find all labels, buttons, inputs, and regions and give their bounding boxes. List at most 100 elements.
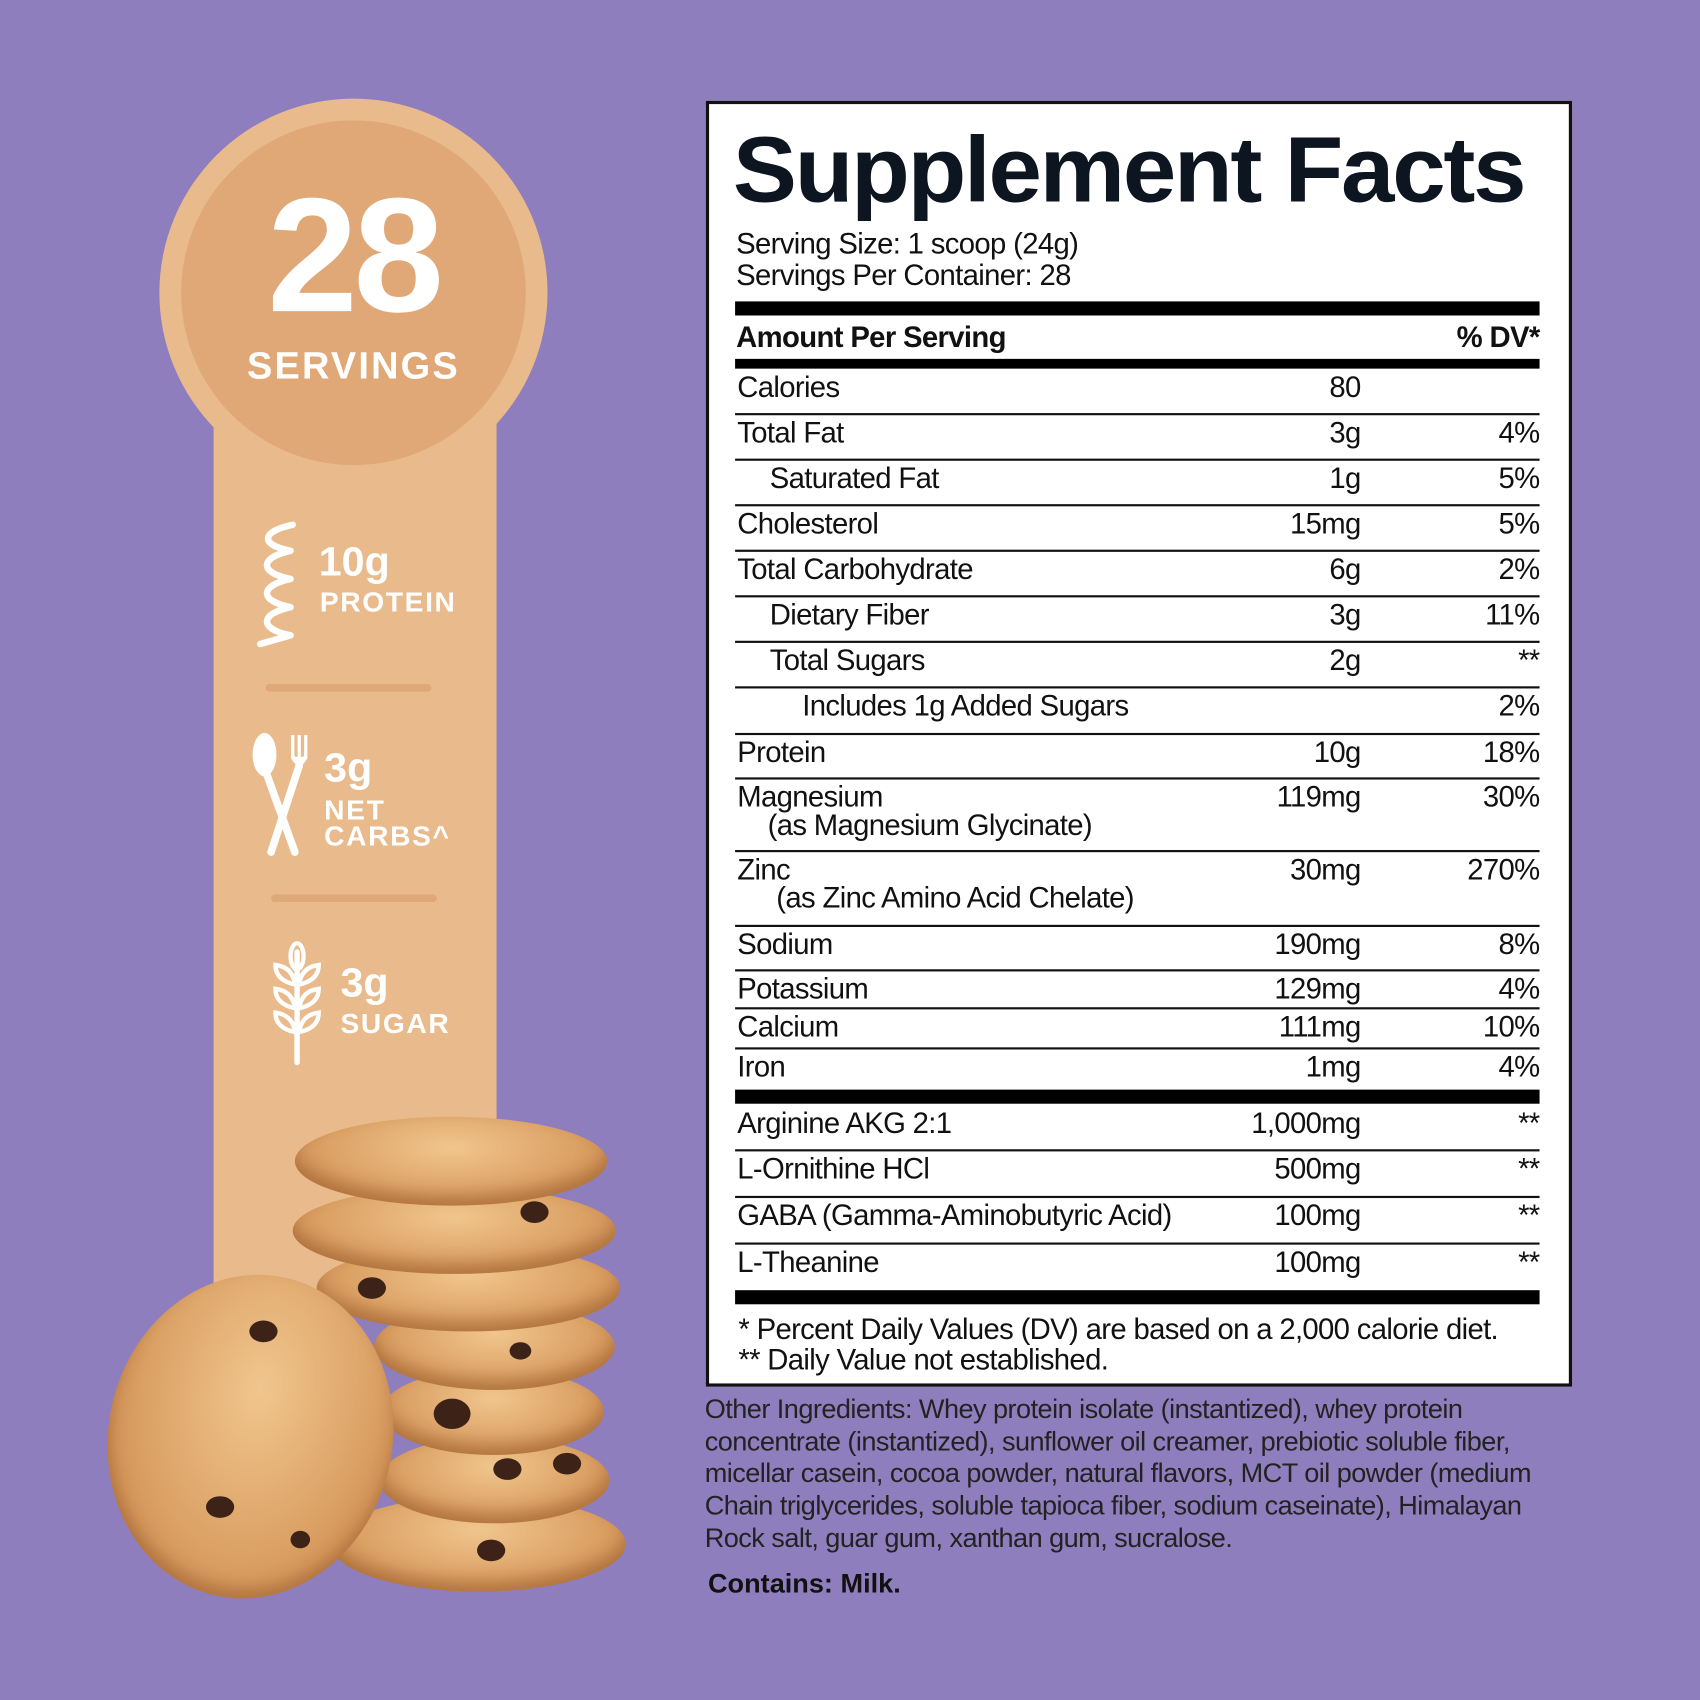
nutrient-name: Sodium (737, 928, 833, 961)
row-divider (735, 1195, 1540, 1199)
nutrient-dv: 30% (1482, 780, 1540, 814)
nutrient-name: Total Sugars (769, 644, 926, 677)
nutrient-name: Total Carbohydrate (737, 552, 973, 586)
facts-row: L-Ornithine HCl 500mg ** (735, 1148, 1540, 1195)
nutrient-name: Iron (737, 1050, 786, 1084)
serving-size: Serving Size: 1 scoop (24g) (736, 227, 1079, 261)
nutrient-dv: 2% (1498, 689, 1541, 723)
nutrient-dv: ** (1518, 1199, 1540, 1232)
nutrient-name: Magnesium (737, 780, 883, 814)
nutrient-amount: 1,000mg (1251, 1106, 1361, 1140)
nutrient-dv: 18% (1482, 736, 1540, 769)
allergen-statement: Contains: Milk. (707, 1568, 901, 1600)
divider (265, 684, 432, 692)
nutrient-dv: 270% (1467, 853, 1540, 886)
nutrient-amount: 30mg (1290, 853, 1361, 886)
row-divider (735, 595, 1540, 598)
servings-number: 28 (267, 163, 444, 346)
nutrient-name: Cholesterol (737, 507, 879, 540)
nutrient-amount: 100mg (1274, 1199, 1361, 1232)
nutrient-name: Calories (737, 370, 840, 404)
row-divider (735, 1047, 1540, 1050)
nutrient-amount: 80 (1329, 370, 1361, 404)
net-carbs-value: 3g (324, 745, 373, 792)
nutrient-dv: 10% (1482, 1010, 1540, 1044)
protein-value: 10g (318, 539, 390, 586)
nutrient-amount: 6g (1329, 552, 1361, 586)
sugar-value: 3g (340, 960, 389, 1007)
facts-row: GABA (Gamma-Aminobutyric Acid) 100mg ** (735, 1195, 1540, 1242)
nutrient-name: Protein (737, 736, 826, 769)
facts-row: L-Theanine 100mg ** (735, 1241, 1540, 1289)
facts-row: Zinc (as Zinc Amino Acid Chelate) 30mg 270% (735, 849, 1540, 924)
nutrient-amount: 10g (1313, 736, 1362, 769)
nutrient-amount: 119mg (1276, 780, 1362, 814)
nutrient-name: Total Fat (737, 416, 844, 449)
row-divider (735, 640, 1540, 643)
nutrient-dv: 5% (1498, 507, 1541, 540)
nutrient-amount: 500mg (1274, 1152, 1361, 1186)
nutrient-dv: 4% (1498, 1050, 1541, 1084)
nutrient-dv: ** (1518, 1245, 1540, 1279)
nutrient-dv: ** (1518, 1106, 1540, 1140)
row-divider (735, 413, 1540, 416)
facts-row: Total Sugars 2g ** (735, 640, 1540, 686)
nutrient-name: GABA (Gamma-Aminobutyric Acid) (737, 1199, 1172, 1232)
nutrient-amount: 2g (1329, 644, 1361, 677)
nutrient-name: Arginine AKG 2:1 (737, 1106, 952, 1140)
servings-label: SERVINGS (247, 344, 460, 388)
facts-row: Sodium 190mg 8% (735, 924, 1541, 968)
facts-row: Total Carbohydrate 6g 2% (735, 549, 1541, 595)
nutrient-dv: ** (1518, 1152, 1540, 1186)
spoon-fork-icon (252, 732, 308, 856)
row-divider (735, 1007, 1540, 1010)
row-divider (735, 732, 1540, 736)
row-divider (735, 850, 1540, 853)
nutrient-name: Zinc (737, 853, 790, 886)
nutrient-name: Potassium (737, 972, 869, 1006)
footnote-dv: * Percent Daily Values (DV) are based on… (738, 1312, 1499, 1346)
facts-row: Includes 1g Added Sugars 2% (735, 685, 1541, 732)
nutrient-dv: 4% (1498, 416, 1541, 449)
dv-header: % DV* (1456, 320, 1541, 354)
facts-row: Calories 80 (735, 366, 1539, 412)
row-divider (735, 777, 1540, 780)
wheat-icon (273, 941, 321, 1066)
row-divider (735, 686, 1540, 689)
nutrient-amount: 15mg (1290, 507, 1361, 540)
nutrient-name: Calcium (737, 1010, 839, 1044)
protein-helix-icon (256, 521, 296, 648)
nutrient-amount: 1g (1329, 461, 1361, 495)
row-divider (735, 969, 1540, 972)
nutrient-source: (as Magnesium Glycinate) (767, 808, 1093, 842)
thick-rule (735, 1089, 1540, 1104)
protein-label: PROTEIN (319, 585, 457, 618)
facts-row: Total Fat 3g 4% (735, 412, 1541, 458)
nutrient-name: Saturated Fat (769, 461, 940, 495)
footnote-not-established: ** Daily Value not established. (738, 1343, 1109, 1376)
facts-row: Magnesium (as Magnesium Glycinate) 119mg 30… (735, 776, 1540, 849)
thick-rule (735, 1290, 1540, 1305)
nutrient-dv: 4% (1498, 972, 1541, 1006)
nutrient-amount: 111mg (1278, 1010, 1362, 1044)
row-divider (735, 504, 1540, 507)
facts-row: Iron 1mg 4% (735, 1046, 1541, 1088)
nutrient-source: (as Zinc Amino Acid Chelate) (776, 881, 1134, 914)
nutrient-amount: 1mg (1305, 1050, 1362, 1084)
row-divider (735, 549, 1540, 552)
nutrient-dv: 8% (1498, 928, 1541, 961)
nutrient-dv: 2% (1498, 552, 1541, 586)
nutrient-amount: 3g (1329, 598, 1361, 632)
row-divider (735, 1149, 1540, 1152)
nutrient-dv: 11% (1485, 598, 1540, 632)
facts-row: Cholesterol 15mg 5% (735, 503, 1541, 549)
facts-row: Calcium 111mg 10% (735, 1006, 1540, 1046)
facts-row: Saturated Fat 1g 5% (735, 458, 1541, 504)
thick-rule (735, 301, 1540, 316)
amount-header: Amount Per Serving (736, 320, 1006, 354)
nutrient-amount: 3g (1329, 416, 1361, 449)
facts-row: Potassium 129mg 4% (735, 968, 1541, 1006)
facts-row: Arginine AKG 2:1 1,000mg ** (735, 1103, 1540, 1149)
nutrient-dv: 5% (1498, 461, 1541, 495)
